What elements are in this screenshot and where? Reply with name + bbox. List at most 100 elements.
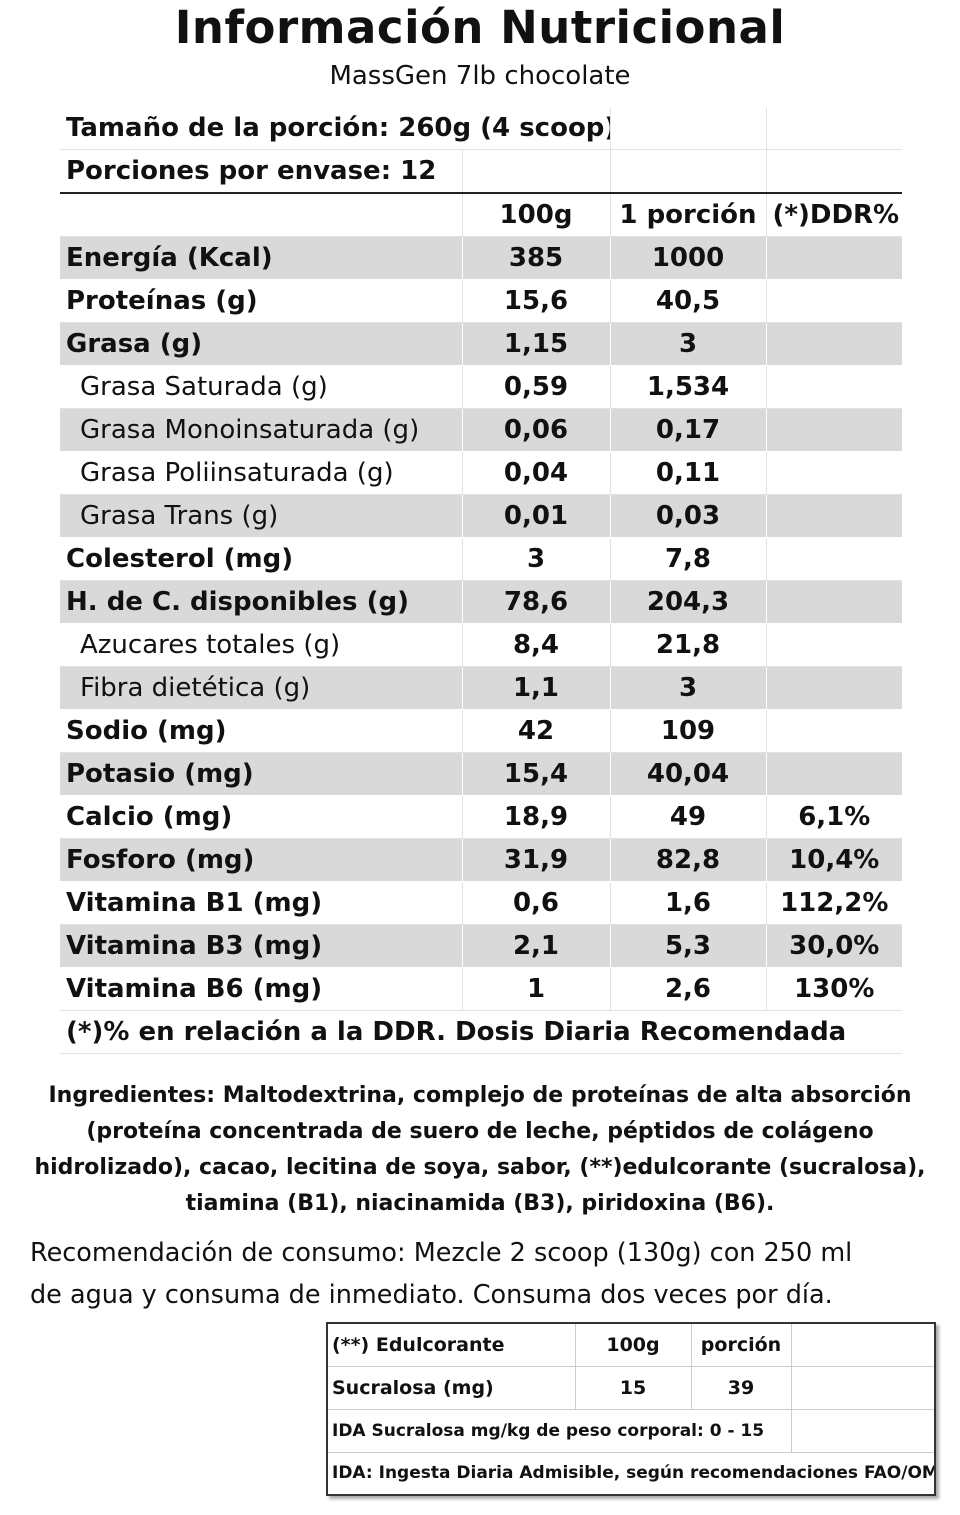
nutrient-per-100g: 78,6 — [462, 580, 611, 624]
nutrient-per-portion: 3 — [610, 666, 767, 710]
ida-note-row: IDA: Ingesta Diaria Admisible, según rec… — [327, 1452, 936, 1496]
nutrient-label: Vitamina B3 (mg) — [60, 924, 463, 968]
nutrient-per-100g: 385 — [462, 236, 611, 280]
nutrient-per-100g: 42 — [462, 709, 611, 753]
nutrient-per-100g: 31,9 — [462, 838, 611, 882]
nutrient-label: Vitamina B1 (mg) — [60, 881, 463, 925]
nutrient-label: Grasa Poliinsaturada (g) — [60, 451, 463, 495]
nutrient-ddr — [766, 623, 902, 667]
nutrient-label: Energía (Kcal) — [60, 236, 463, 280]
nutrient-per-100g: 8,4 — [462, 623, 611, 667]
serving-size: Tamaño de la porción: 260g (4 scoop) — [60, 107, 611, 150]
nutrient-row: H. de C. disponibles (g) 78,6 204,3 — [60, 580, 902, 624]
nutrient-per-100g: 3 — [462, 537, 611, 581]
nutrient-per-portion: 7,8 — [610, 537, 767, 581]
nutrient-row: Grasa Monoinsaturada (g) 0,06 0,17 — [60, 408, 902, 452]
nutrient-per-100g: 15,4 — [462, 752, 611, 796]
nutrient-ddr — [766, 709, 902, 753]
sucralose-row: Sucralosa (mg) 15 39 — [327, 1366, 936, 1410]
nutrient-label: Calcio (mg) — [60, 795, 463, 839]
column-header-portion: 1 porción — [610, 193, 767, 237]
nutrient-per-100g: 2,1 — [462, 924, 611, 968]
ingredients-line: (proteína concentrada de suero de leche,… — [86, 1119, 874, 1144]
nutrient-per-100g: 1,1 — [462, 666, 611, 710]
page-title: Información Nutricional — [174, 1, 786, 54]
nutrient-ddr: 6,1% — [766, 795, 902, 839]
nutrient-row: Grasa Trans (g) 0,01 0,03 — [60, 494, 902, 538]
nutrient-per-portion: 1000 — [610, 236, 767, 280]
column-header-100g: 100g — [462, 193, 611, 237]
nutrient-ddr — [766, 322, 902, 366]
nutrient-ddr — [766, 408, 902, 452]
nutrient-row: Proteínas (g) 15,6 40,5 — [60, 279, 902, 323]
ida-range-row: IDA Sucralosa mg/kg de peso corporal: 0 … — [327, 1409, 936, 1453]
nutrient-per-portion: 204,3 — [610, 580, 767, 624]
nutrient-per-100g: 18,9 — [462, 795, 611, 839]
ida-note: IDA: Ingesta Diaria Admisible, según rec… — [327, 1452, 936, 1496]
ddr-footnote: (*)% en relación a la DDR. Dosis Diaria … — [60, 1010, 902, 1054]
nutrient-row: Colesterol (mg) 3 7,8 — [60, 537, 902, 581]
nutrient-ddr — [766, 365, 902, 409]
nutrient-per-100g: 1,15 — [462, 322, 611, 366]
sweetener-header-row: (**) Edulcorante 100g porción — [327, 1323, 936, 1367]
nutrient-per-portion: 1,6 — [610, 881, 767, 925]
ida-range: IDA Sucralosa mg/kg de peso corporal: 0 … — [327, 1409, 792, 1453]
nutrient-label: H. de C. disponibles (g) — [60, 580, 463, 624]
nutrient-ddr — [766, 451, 902, 495]
nutrient-label: Potasio (mg) — [60, 752, 463, 796]
nutrient-row: Azucares totales (g) 8,4 21,8 — [60, 623, 902, 667]
sweetener-header-100g: 100g — [575, 1323, 692, 1367]
nutrient-label: Fibra dietética (g) — [60, 666, 463, 710]
product-name: MassGen 7lb chocolate — [329, 61, 631, 91]
nutrient-ddr — [766, 279, 902, 323]
nutrient-per-100g: 0,59 — [462, 365, 611, 409]
nutrient-per-portion: 5,3 — [610, 924, 767, 968]
nutrient-ddr: 10,4% — [766, 838, 902, 882]
nutrient-row: Fosforo (mg) 31,9 82,8 10,4% — [60, 838, 902, 882]
column-header-ddr: (*)DDR% — [766, 193, 902, 237]
nutrient-row: Calcio (mg) 18,9 49 6,1% — [60, 795, 902, 839]
nutrient-label: Proteínas (g) — [60, 279, 463, 323]
footnote-row: (*)% en relación a la DDR. Dosis Diaria … — [60, 1010, 902, 1054]
servings-per-container: Porciones por envase: 12 — [60, 149, 463, 194]
sucralose-100g: 15 — [575, 1366, 692, 1410]
nutrient-label: Azucares totales (g) — [60, 623, 463, 667]
nutrient-ddr: 130% — [766, 967, 902, 1011]
nutrient-per-portion: 2,6 — [610, 967, 767, 1011]
serving-size-row: Tamaño de la porción: 260g (4 scoop) — [60, 107, 902, 150]
nutrient-per-portion: 0,17 — [610, 408, 767, 452]
nutrient-per-100g: 0,01 — [462, 494, 611, 538]
nutrient-ddr: 112,2% — [766, 881, 902, 925]
nutrient-per-portion: 3 — [610, 322, 767, 366]
nutrient-row: Energía (Kcal) 385 1000 — [60, 236, 902, 280]
nutrient-row: Fibra dietética (g) 1,1 3 — [60, 666, 902, 710]
nutrient-label: Grasa Saturada (g) — [60, 365, 463, 409]
nutrient-per-portion: 1,534 — [610, 365, 767, 409]
recommendation-line: de agua y consuma de inmediato. Consuma … — [30, 1280, 833, 1310]
nutrient-row: Grasa Saturada (g) 0,59 1,534 — [60, 365, 902, 409]
servings-per-container-row: Porciones por envase: 12 — [60, 149, 902, 194]
nutrient-row: Vitamina B6 (mg) 1 2,6 130% — [60, 967, 902, 1011]
nutrient-per-portion: 21,8 — [610, 623, 767, 667]
nutrient-row: Vitamina B1 (mg) 0,6 1,6 112,2% — [60, 881, 902, 925]
nutrient-label: Grasa Monoinsaturada (g) — [60, 408, 463, 452]
sucralose-label: Sucralosa (mg) — [327, 1366, 576, 1410]
ingredients-line: hidrolizado), cacao, lecitina de soya, s… — [34, 1155, 926, 1180]
nutrient-per-portion: 40,5 — [610, 279, 767, 323]
nutrient-ddr — [766, 580, 902, 624]
nutrient-per-portion: 0,11 — [610, 451, 767, 495]
nutrient-row: Grasa (g) 1,15 3 — [60, 322, 902, 366]
recommendation-line: Recomendación de consumo: Mezcle 2 scoop… — [30, 1238, 853, 1268]
nutrient-per-100g: 0,06 — [462, 408, 611, 452]
sweetener-header-label: (**) Edulcorante — [327, 1323, 576, 1367]
ingredients-text: Ingredientes: Maltodextrina, complejo de… — [20, 1078, 940, 1222]
nutrient-per-portion: 82,8 — [610, 838, 767, 882]
sucralose-portion: 39 — [691, 1366, 792, 1410]
nutrient-label: Fosforo (mg) — [60, 838, 463, 882]
nutrient-per-100g: 15,6 — [462, 279, 611, 323]
nutrient-row: Grasa Poliinsaturada (g) 0,04 0,11 — [60, 451, 902, 495]
nutrient-per-100g: 0,04 — [462, 451, 611, 495]
nutrient-label: Grasa (g) — [60, 322, 463, 366]
nutrient-ddr — [766, 494, 902, 538]
nutrient-per-portion: 109 — [610, 709, 767, 753]
